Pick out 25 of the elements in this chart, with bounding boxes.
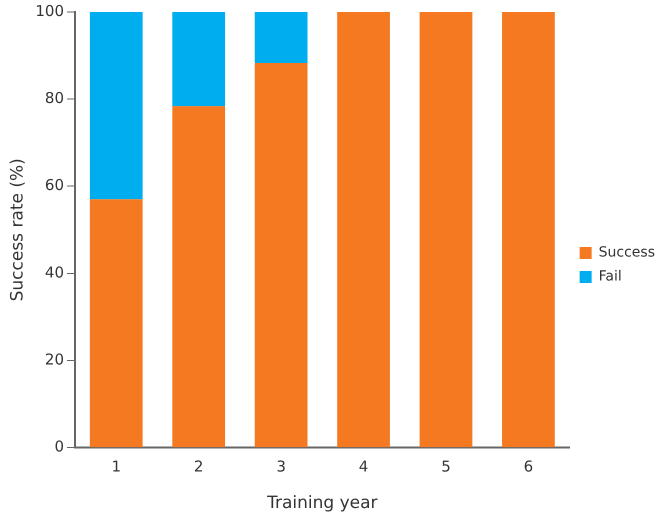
x-tick-label: 3 — [276, 457, 286, 476]
bar — [254, 62, 308, 448]
legend-label: Fail — [598, 268, 622, 285]
y-tick-label: 20 — [44, 350, 64, 368]
bar — [172, 106, 226, 448]
bar — [337, 12, 390, 448]
bar — [254, 12, 308, 63]
bar — [90, 199, 143, 448]
x-tick-label: 5 — [441, 457, 451, 476]
y-tick-label: 80 — [44, 89, 64, 108]
y-tick-label: 60 — [44, 176, 64, 194]
x-axis-title: Training year — [266, 493, 378, 514]
bar — [502, 12, 555, 448]
x-tick-label: 2 — [194, 457, 204, 476]
legend-label: Success — [598, 244, 656, 261]
bar — [420, 12, 472, 448]
y-tick-label: 0 — [54, 437, 64, 456]
x-tick-label: 6 — [524, 457, 534, 476]
y-axis-title: Success rate (%) — [8, 158, 28, 302]
bar — [90, 12, 143, 200]
bar — [172, 12, 226, 106]
x-tick-label: 4 — [358, 457, 368, 476]
y-tick-label: 100 — [35, 2, 64, 20]
y-tick-label: 40 — [44, 263, 64, 282]
x-tick-label: 1 — [111, 457, 122, 476]
